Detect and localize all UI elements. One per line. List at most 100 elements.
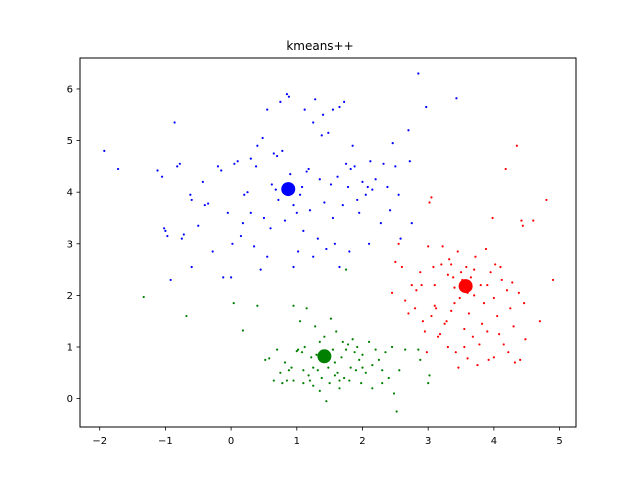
data-point [388,209,392,212]
data-point [222,276,225,279]
data-point [318,340,321,343]
data-point [371,363,374,367]
data-point [343,376,346,380]
data-point [314,98,317,101]
data-point [353,165,356,168]
data-point [445,320,448,323]
data-point [452,276,455,279]
data-point [366,185,369,189]
data-point [496,314,499,318]
data-point [417,348,420,351]
x-tick-label: 1 [294,436,300,447]
data-point [521,224,524,227]
y-tick-label: 6 [67,84,73,95]
data-point [335,330,338,333]
data-point [466,357,469,360]
data-point [298,320,302,323]
data-point [465,265,468,269]
data-point [364,193,367,196]
data-point [473,268,476,271]
data-point [358,211,361,214]
data-point [295,211,298,214]
data-point [346,185,350,189]
data-point [410,222,413,225]
data-point [216,165,220,168]
data-point [436,335,440,338]
data-point [230,276,233,279]
data-point [232,302,235,305]
data-point [285,93,289,96]
data-point [474,255,477,258]
data-point [448,258,451,261]
cluster-centroid [317,349,332,364]
data-point [353,351,356,354]
data-point [252,245,256,248]
data-point [303,108,306,111]
data-point [504,167,507,171]
data-point [318,178,321,181]
data-point [182,233,185,236]
data-point [430,314,433,318]
data-point [329,183,333,186]
data-point [408,160,411,163]
data-point [249,211,252,214]
data-point [270,183,273,186]
data-point [290,366,293,369]
data-point [519,358,522,362]
data-point [413,307,417,310]
data-point [433,304,436,307]
data-point [492,296,495,300]
data-point [502,343,505,346]
data-point [307,374,310,377]
data-point [274,188,277,191]
data-point [419,358,422,362]
centroids-layer [281,182,473,364]
data-point [307,167,310,171]
data-point [407,129,410,132]
data-point [312,384,315,387]
data-point [279,100,282,103]
x-tick-label: 0 [228,436,234,447]
data-point [302,369,305,372]
data-point [173,121,176,124]
data-point [272,152,275,155]
data-point [523,302,526,305]
data-point [287,95,291,98]
data-points-layer [103,72,555,413]
data-point [176,165,179,168]
data-point [361,353,364,356]
data-point [410,283,413,287]
data-point [180,237,183,240]
data-point [469,276,472,279]
data-point [524,338,527,341]
data-point [358,358,361,362]
data-point [298,193,302,196]
data-point [398,369,401,372]
data-point [336,371,339,374]
data-point [283,219,287,222]
data-point [417,72,420,75]
x-tick-label: 5 [556,436,562,447]
data-point [207,202,210,205]
data-point [390,345,394,349]
data-point [492,356,495,359]
data-point [386,185,389,189]
data-point [259,268,262,271]
data-point [254,165,258,168]
data-point [325,247,328,251]
data-point [511,281,514,284]
data-point [323,335,326,338]
data-point [428,201,431,204]
data-point [551,278,555,282]
y-axis: 0 1 2 3 4 5 6 [67,84,80,405]
data-point [323,201,326,204]
data-point [249,157,252,160]
data-point [427,382,430,385]
data-point [164,229,167,232]
data-point [515,144,518,147]
data-point [333,242,336,245]
data-point [292,265,295,269]
data-point [476,363,479,367]
data-point [395,410,398,413]
